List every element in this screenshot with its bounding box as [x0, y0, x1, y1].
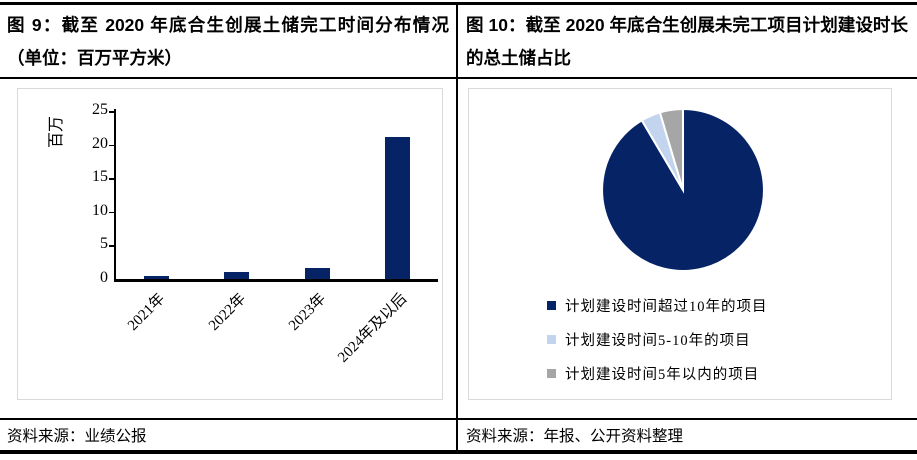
y-tick-mark [109, 111, 114, 113]
bottom-rule [0, 450, 917, 454]
y-tick-mark [109, 245, 114, 247]
y-tick-mark [109, 178, 114, 180]
legend-label: 计划建设时间5-10年的项目 [565, 333, 751, 349]
y-tick-mark [109, 211, 114, 214]
figure10-title: 图 10：截至 2020 年底合生创展未完工项目计划建设时长的总土储占比 [466, 15, 908, 68]
pie-slice-3 [658, 108, 685, 191]
bar-2021年 [143, 276, 169, 279]
y-tick-mark [109, 144, 114, 147]
x-axis [114, 279, 438, 282]
y-tick-label: 15 [92, 168, 108, 186]
legend-swatch [547, 369, 556, 378]
top-rule [0, 2, 917, 5]
y-tick-label: 10 [92, 201, 108, 219]
y-tick-label: 5 [100, 235, 108, 253]
bar-2022年 [224, 272, 250, 279]
figure9-title: 图 9：截至 2020 年底合生创展土储完工时间分布情况（单位：百万平方米） [7, 15, 449, 68]
bar-chart: 0 5 10 15 20 25 百万 2021年 2022年 2023年 2024年及以后 [18, 89, 442, 399]
y-axis-unit-label: 百万 [48, 116, 65, 149]
y-tick-label: 25 [92, 101, 108, 118]
figure9-source: 资料来源：业绩公报 [7, 428, 147, 445]
legend-swatch [547, 335, 556, 344]
legend-label: 计划建设时间5年以内的项目 [565, 367, 760, 383]
source-separator-rule [0, 418, 917, 420]
pie-chart [601, 108, 765, 272]
figure10-chart-area: 计划建设时间超过10年的项目 计划建设时间5-10年的项目 计划建设时间5年以内的项… [468, 88, 892, 400]
legend-label: 计划建设时间超过10年的项目 [565, 299, 768, 315]
figure9-chart-area: 0 5 10 15 20 25 百万 2021年 2022年 2023年 2024年及以后 [17, 88, 443, 400]
title-separator-rule [0, 77, 917, 79]
y-axis [114, 109, 116, 281]
legend-item-3: 计划建设时间5年以内的项目 [547, 363, 768, 384]
pie-legend: 计划建设时间超过10年的项目 计划建设时间5-10年的项目 计划建设时间5年以内的项… [547, 295, 768, 384]
figure10-source: 资料来源：年报、公开资料整理 [466, 428, 684, 445]
y-tick-label: 20 [92, 134, 108, 152]
legend-swatch [547, 301, 556, 310]
bar-2023年 [304, 267, 330, 279]
legend-item-1: 计划建设时间超过10年的项目 [547, 295, 768, 316]
legend-item-2: 计划建设时间5-10年的项目 [547, 329, 768, 350]
bar-2024年及以后 [385, 136, 411, 279]
column-divider [456, 2, 458, 452]
y-tick-label: 0 [100, 269, 108, 286]
